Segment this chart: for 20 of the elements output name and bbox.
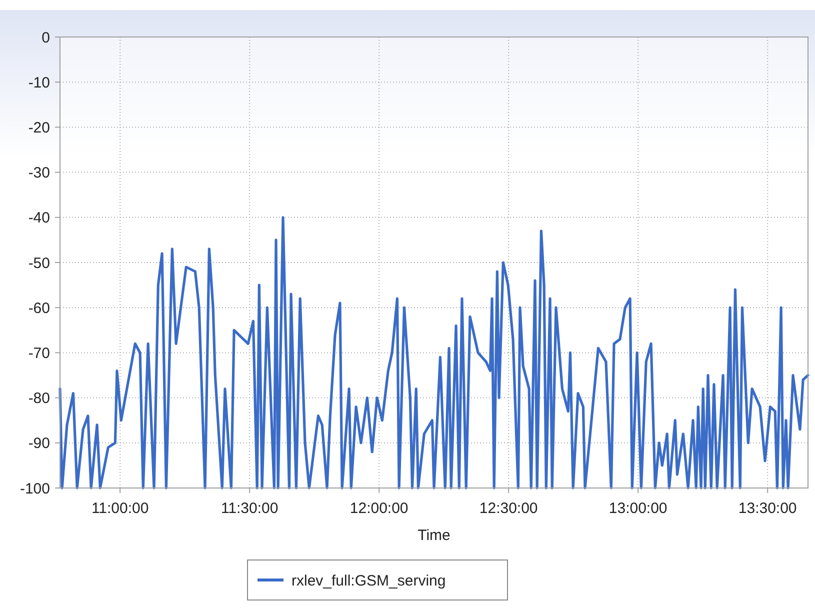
x-tick-label: 13:30:00: [738, 500, 797, 517]
x-tick-label: 11:30:00: [220, 500, 278, 517]
y-tick-label: -10: [28, 74, 50, 92]
y-tick-label: -40: [28, 210, 50, 227]
y-tick-label: -60: [28, 300, 50, 317]
y-tick-label: -20: [28, 119, 50, 136]
x-tick-label: 11:00:00: [91, 500, 149, 517]
y-tick-label: -80: [28, 390, 50, 408]
line-series: [58, 216, 810, 490]
y-tick-label: 0: [42, 29, 50, 46]
y-tick-label: -30: [28, 164, 50, 182]
x-tick-label: 12:30:00: [479, 500, 538, 517]
y-tick-label: -90: [28, 435, 50, 452]
y-tick-label: -100: [20, 480, 50, 498]
x-tick-label: 12:00:00: [350, 500, 408, 517]
x-axis-title: Time: [418, 527, 450, 544]
y-tick-label: -50: [28, 254, 50, 272]
legend-label: rxlev_full:GSM_serving: [292, 572, 446, 590]
y-tick-label: -70: [28, 344, 50, 362]
x-tick-label: 13:00:00: [608, 500, 668, 517]
